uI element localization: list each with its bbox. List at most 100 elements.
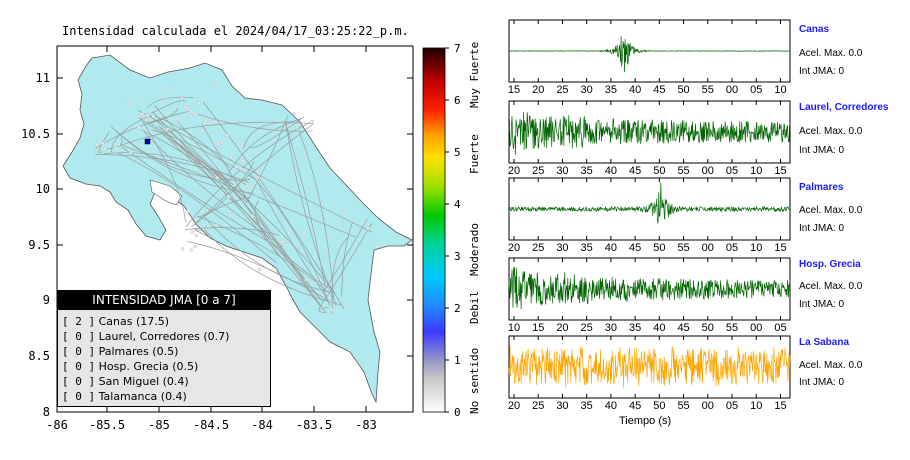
city-dot: [165, 127, 170, 132]
road: [103, 152, 250, 187]
road: [145, 108, 179, 125]
wave-x-tick-label: 45: [653, 84, 665, 96]
wave-x-tick-label: 05: [726, 400, 738, 412]
station-name: Laurel, Corredores: [799, 102, 889, 113]
road: [201, 123, 327, 314]
legend-level: [ 0 ]: [62, 345, 96, 358]
wave-x-tick-label: 10: [750, 165, 762, 177]
legend-row: [ 0 ] San Miguel (0.4): [62, 374, 270, 389]
road: [194, 228, 210, 238]
colorbar-tick-label: 7: [454, 42, 461, 55]
waveform-panel: 15 20 25 30 35 40 45 50 55 00 05 10: [508, 19, 791, 96]
wave-x-tick-label: 50: [677, 84, 689, 96]
wave-x-tick-label: 10: [750, 242, 762, 254]
city-dot: [294, 125, 299, 130]
city-dot: [279, 239, 284, 244]
epicenter-marker: [144, 138, 151, 145]
legend-level: [ 0 ]: [62, 330, 96, 343]
colorbar-tick-label: 6: [454, 94, 461, 107]
wave-x-tick-label: 25: [532, 242, 544, 254]
legend-station: Canas (17.5): [98, 315, 170, 328]
city-dot: [137, 125, 141, 130]
station-intensity: Int JMA: 0: [799, 66, 845, 77]
wave-x-tick-label: 10: [774, 84, 786, 96]
legend-station: San Miguel (0.4): [98, 375, 189, 388]
colorbar-label-muy-fuerte: Muy Fuerte: [468, 41, 481, 108]
wave-x-tick-label: 15: [774, 165, 786, 177]
station-name: La Sabana: [799, 337, 850, 348]
road: [117, 152, 277, 263]
road: [245, 115, 289, 204]
wave-x-tick-label: 15: [774, 400, 786, 412]
map-title: Intensidad calculada el 2024/04/17_03:25…: [62, 24, 409, 38]
city-dot: [255, 175, 260, 180]
city-dot: [241, 159, 245, 163]
city-dot: [219, 140, 224, 145]
road: [194, 122, 315, 226]
road: [227, 117, 303, 175]
wave-x-tick-label: 55: [677, 165, 689, 177]
city-dot: [180, 246, 185, 251]
city-dot: [205, 224, 210, 228]
wave-x-tick-label: 20: [556, 322, 568, 334]
legend-level: [ 0 ]: [62, 390, 96, 403]
city-dot: [225, 133, 229, 138]
wave-x-tick-label: 35: [581, 242, 593, 254]
city-dot: [128, 150, 133, 155]
wave-x-tick-label: 40: [629, 84, 641, 96]
map-x-tick-label: -84: [251, 418, 273, 432]
wave-x-tick-label: 05: [750, 84, 762, 96]
city-dot: [137, 114, 142, 118]
legend-row: [ 0 ] Talamanca (0.4): [62, 389, 270, 404]
wave-x-tick-label: 10: [508, 322, 520, 334]
map-x-tick-label: -85: [148, 418, 170, 432]
city-dot: [199, 128, 204, 133]
city-dot: [193, 244, 198, 249]
wave-x-tick-label: 55: [726, 322, 738, 334]
legend-row: [ 0 ] Hosp. Grecia (0.5): [62, 359, 270, 374]
city-dot: [95, 143, 100, 147]
road: [298, 130, 334, 298]
map-x-tick-label: -83: [355, 418, 377, 432]
legend-station: Palmares (0.5): [98, 345, 179, 358]
city-dot: [190, 230, 195, 234]
intensity-legend: INTENSIDAD JMA [0 a 7] [ 2 ] Canas (17.5…: [57, 290, 271, 407]
road: [185, 120, 314, 227]
wave-x-tick-label: 00: [702, 242, 714, 254]
city-dot: [258, 267, 262, 272]
map-x-tick-label: -86: [46, 418, 68, 432]
legend-station: Hosp. Grecia (0.5): [98, 360, 199, 373]
city-dot: [366, 226, 370, 231]
wave-x-tick-label: 05: [774, 322, 786, 334]
road: [331, 236, 350, 314]
city-dot: [309, 120, 314, 124]
road: [143, 131, 284, 248]
wave-x-tick-label: 25: [581, 322, 593, 334]
colorbar-tick-label: 2: [454, 302, 461, 315]
map-y-tick-label: 9.5: [28, 238, 50, 252]
city-dot: [375, 244, 379, 249]
road: [184, 227, 279, 236]
city-dot: [245, 183, 250, 188]
time-axis-label: Tiempo (s): [619, 415, 672, 427]
wave-x-tick-label: 05: [726, 165, 738, 177]
city-dot: [168, 87, 172, 91]
city-dot: [102, 146, 107, 151]
city-dot: [127, 100, 131, 105]
legend-station: Talamanca (0.4): [98, 390, 187, 403]
city-dot: [151, 114, 155, 119]
city-dot: [214, 223, 219, 228]
wave-x-tick-label: 30: [556, 400, 568, 412]
city-dot: [205, 208, 210, 213]
wave-x-tick-label: 50: [653, 165, 665, 177]
station-accel: Acel. Max. 0.0: [799, 360, 863, 371]
nicoya-gulf: [149, 179, 183, 206]
map-x-axis: -86 -85.5 -85 -84.5 -84 -83.5 -83: [46, 46, 377, 432]
legend-level: [ 0 ]: [62, 375, 96, 388]
wave-x-tick-label: 15: [774, 242, 786, 254]
map-x-tick-label: -84.5: [193, 418, 229, 432]
road: [198, 161, 255, 218]
city-dot: [214, 80, 219, 85]
city-dot: [216, 142, 220, 146]
